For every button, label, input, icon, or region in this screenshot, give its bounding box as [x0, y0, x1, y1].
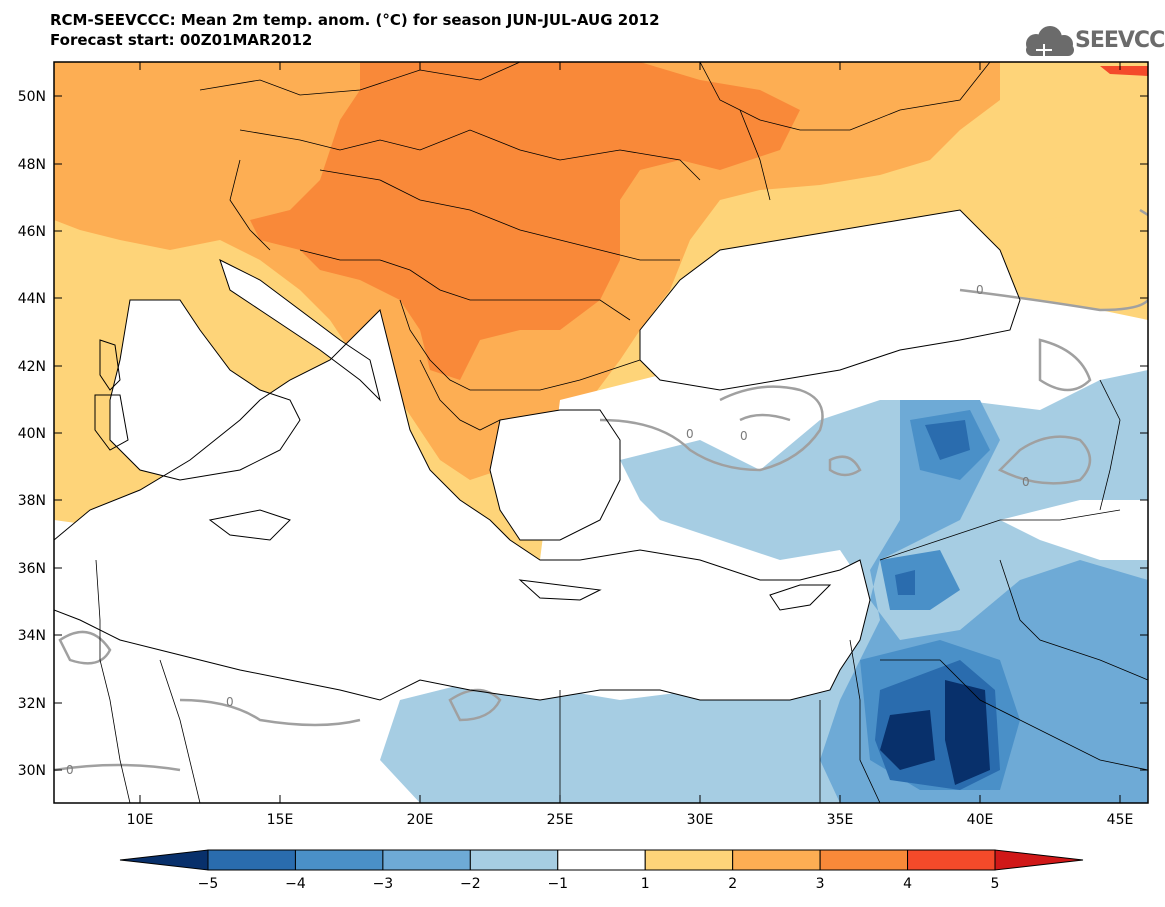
lat-tick-label: 46N [18, 224, 46, 240]
colorbar-segment [907, 849, 996, 871]
lat-tick: 44N [18, 291, 1148, 307]
lon-tick-label: 15E [267, 812, 294, 828]
lat-tick-label: 36N [18, 561, 46, 577]
lon-tick: 45E [1107, 62, 1134, 828]
lat-tick: 40N [18, 426, 1148, 442]
lat-tick: 38N [18, 493, 1148, 509]
colorbar-segment [732, 849, 821, 871]
colorbar-label: 5 [991, 876, 1000, 892]
colorbar-label: 2 [728, 876, 737, 892]
lat-tick-label: 34N [18, 628, 46, 644]
contour-label: 0 [686, 427, 694, 441]
lat-tick-label: 44N [18, 291, 46, 307]
lat-tick: 36N [18, 561, 1148, 577]
lat-tick: 42N [18, 359, 1148, 375]
latitude-axis: 50N 48N 46N 44N 42N 40N 38N 36N 34N 32N … [18, 89, 1148, 779]
field-cool-5 [880, 680, 990, 785]
lat-tick: 48N [18, 157, 1148, 173]
contour-label: 0 [226, 695, 234, 709]
lat-tick: 34N [18, 628, 1148, 644]
logo-text: SEEVCCC [1075, 28, 1165, 53]
lon-tick: 25E [547, 62, 574, 828]
lon-tick: 10E [127, 62, 154, 828]
colorbar-segment [207, 849, 296, 871]
contour-label: 0 [66, 763, 74, 777]
lon-tick-label: 20E [407, 812, 434, 828]
lat-tick-label: 40N [18, 426, 46, 442]
field-neutral-syria [1000, 500, 1148, 560]
anomaly-field [54, 62, 1148, 803]
map-title: RCM-SEEVCCC: Mean 2m temp. anom. (°C) fo… [50, 10, 660, 50]
lon-tick-label: 40E [967, 812, 994, 828]
lat-tick-label: 48N [18, 157, 46, 173]
field-warm-4 [1100, 66, 1148, 76]
lat-tick-label: 32N [18, 696, 46, 712]
lon-tick: 30E [687, 62, 714, 828]
colorbar-label: −3 [373, 876, 394, 892]
colorbar-segment [557, 849, 646, 871]
contour-labels: 0 0 0 0 0 0 [66, 283, 1030, 777]
colorbar-segment [382, 849, 471, 871]
title-line-1: RCM-SEEVCCC: Mean 2m temp. anom. (°C) fo… [50, 11, 660, 29]
country-borders [95, 62, 1148, 803]
lon-tick-label: 30E [687, 812, 714, 828]
colorbar-label: 3 [816, 876, 825, 892]
lon-tick: 40E [967, 62, 994, 828]
cloud-icon [1026, 26, 1074, 56]
lat-tick-label: 50N [18, 89, 46, 105]
lat-tick-label: 42N [18, 359, 46, 375]
lat-tick: 30N [18, 763, 1148, 779]
colorbar-label: 4 [903, 876, 912, 892]
lat-tick-label: 38N [18, 493, 46, 509]
colorbar-segment [469, 849, 559, 871]
sea-black [640, 210, 1020, 390]
zero-contours [54, 208, 1148, 772]
lon-tick: 20E [407, 62, 434, 828]
lon-tick-label: 10E [127, 812, 154, 828]
colorbar-label: 1 [641, 876, 650, 892]
colorbar-label: −5 [198, 876, 219, 892]
contour-label: 0 [976, 283, 984, 297]
colorbar-segment [294, 849, 384, 871]
colorbar-label: −4 [285, 876, 306, 892]
colorbar-label: −1 [547, 876, 568, 892]
lon-tick: 15E [267, 62, 294, 828]
contour-label: 0 [1022, 475, 1030, 489]
colorbar-segment [819, 849, 909, 871]
lon-tick-label: 35E [827, 812, 854, 828]
colorbar: −5 −4 −3 −2 −1 1 2 3 4 5 [119, 849, 1084, 892]
colorbar-segment [644, 849, 734, 871]
sea-tyrrhenian [110, 300, 300, 480]
colorbar-label: −2 [460, 876, 481, 892]
colorbar-high-arrow [994, 849, 1084, 871]
lon-tick: 35E [827, 62, 854, 828]
coastlines [54, 209, 1021, 701]
lon-tick-label: 25E [547, 812, 574, 828]
colorbar-low-arrow [119, 849, 209, 871]
sea-aegean [490, 410, 620, 540]
lon-tick-label: 45E [1107, 812, 1134, 828]
lat-tick-label: 30N [18, 763, 46, 779]
title-line-2: Forecast start: 00Z01MAR2012 [50, 31, 313, 49]
longitude-axis: 10E 15E 20E 25E 30E 35E 40E 45E [127, 62, 1134, 828]
contour-label: 0 [740, 429, 748, 443]
lat-tick: 46N [18, 224, 1148, 240]
lat-tick: 32N [18, 696, 1148, 712]
lat-tick: 50N [18, 89, 1148, 105]
